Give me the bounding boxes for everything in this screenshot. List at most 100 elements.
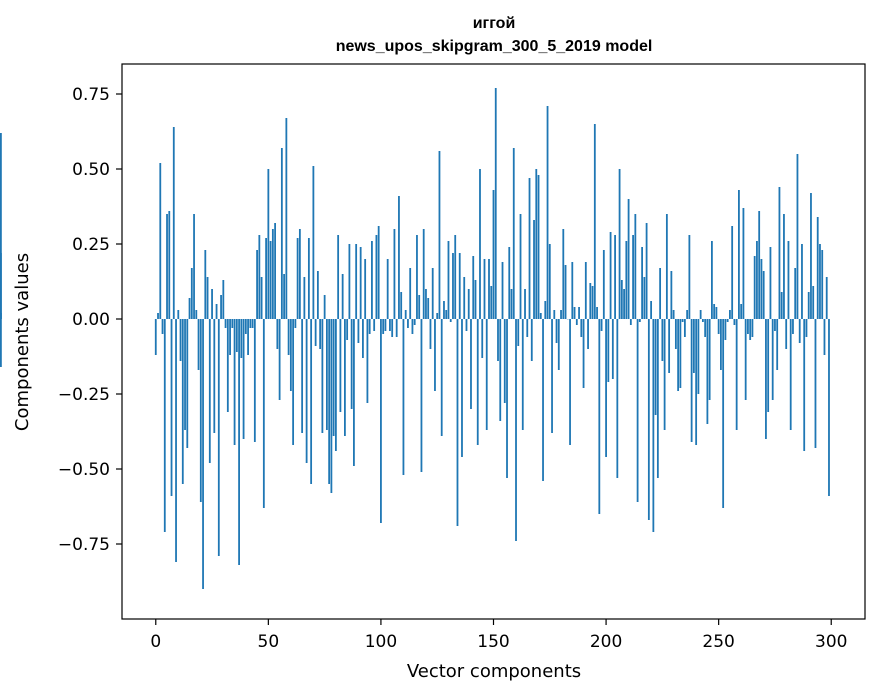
bar: [325, 319, 328, 430]
bar: [726, 319, 729, 322]
y-tick-label: 0.00: [72, 310, 110, 330]
bar: [217, 319, 220, 556]
bar: [625, 241, 628, 319]
bar: [717, 319, 720, 334]
bar: [211, 289, 213, 319]
bar: [724, 319, 727, 340]
bar: [483, 259, 486, 319]
bar: [413, 319, 416, 325]
bar: [276, 319, 279, 349]
bar: [530, 319, 533, 361]
bar: [220, 295, 222, 319]
bar: [542, 319, 544, 481]
bar: [213, 319, 216, 433]
bar: [434, 319, 436, 391]
bar: [564, 265, 567, 319]
bar: [587, 319, 589, 349]
bar: [461, 319, 463, 457]
bar: [476, 319, 479, 445]
bar: [312, 166, 315, 319]
bar: [634, 214, 637, 319]
bar: [738, 190, 740, 319]
bar: [420, 319, 423, 472]
bar: [328, 319, 331, 484]
bar: [641, 247, 643, 319]
bar: [161, 319, 164, 334]
bar: [337, 235, 340, 319]
bar: [674, 319, 677, 349]
bar: [771, 319, 774, 400]
bar: [720, 319, 722, 370]
bar: [785, 319, 788, 349]
bar: [605, 319, 607, 457]
bar: [373, 319, 376, 331]
bar: [695, 319, 698, 445]
bar: [686, 310, 689, 319]
bar: [249, 319, 252, 328]
y-axis-label: Components values: [12, 253, 33, 431]
bar: [740, 304, 743, 319]
x-axis-label: Vector components: [407, 661, 581, 682]
bar: [411, 319, 414, 334]
bar: [812, 286, 815, 319]
bar: [769, 247, 772, 319]
bar: [179, 319, 182, 361]
bar: [711, 241, 713, 319]
y-tick-label: 0.50: [72, 160, 110, 180]
bar: [618, 169, 621, 319]
bar: [733, 319, 736, 325]
bar: [393, 229, 396, 319]
bar: [307, 238, 310, 319]
bar: [692, 319, 695, 373]
bar: [814, 319, 817, 448]
bar: [154, 319, 157, 355]
bar: [440, 319, 443, 436]
bar: [443, 301, 445, 319]
bar: [794, 268, 797, 319]
bar: [810, 193, 812, 319]
bar: [229, 319, 231, 355]
bar: [575, 319, 578, 325]
bar: [744, 319, 747, 400]
bar: [616, 319, 619, 478]
bar: [242, 319, 245, 439]
bar: [253, 319, 256, 442]
bar: [699, 310, 702, 319]
bar: [301, 319, 304, 433]
bar: [735, 319, 738, 430]
bar: [582, 319, 585, 388]
bar: [157, 313, 159, 319]
bar: [409, 268, 412, 319]
bar: [260, 277, 263, 319]
bar: [823, 319, 826, 355]
bar: [672, 310, 675, 319]
bar: [364, 259, 367, 319]
bar: [350, 319, 353, 409]
bar: [332, 319, 335, 436]
bar: [402, 319, 405, 475]
bar: [283, 274, 286, 319]
bar: [683, 319, 686, 337]
bar: [0, 133, 2, 319]
bar: [708, 319, 711, 400]
bar: [285, 118, 288, 319]
bar: [186, 319, 189, 448]
bar: [819, 244, 821, 319]
bar: [429, 319, 432, 349]
bar: [580, 319, 583, 337]
bar: [222, 280, 225, 319]
bar: [289, 319, 292, 391]
bar: [787, 241, 790, 319]
bar: [560, 310, 562, 319]
bar: [298, 229, 301, 319]
bar: [280, 148, 283, 319]
bar: [316, 271, 319, 319]
bar: [168, 211, 171, 319]
bar: [456, 319, 459, 526]
bar: [224, 319, 227, 328]
bar: [526, 319, 529, 337]
bar: [366, 319, 369, 403]
bar: [427, 298, 430, 319]
